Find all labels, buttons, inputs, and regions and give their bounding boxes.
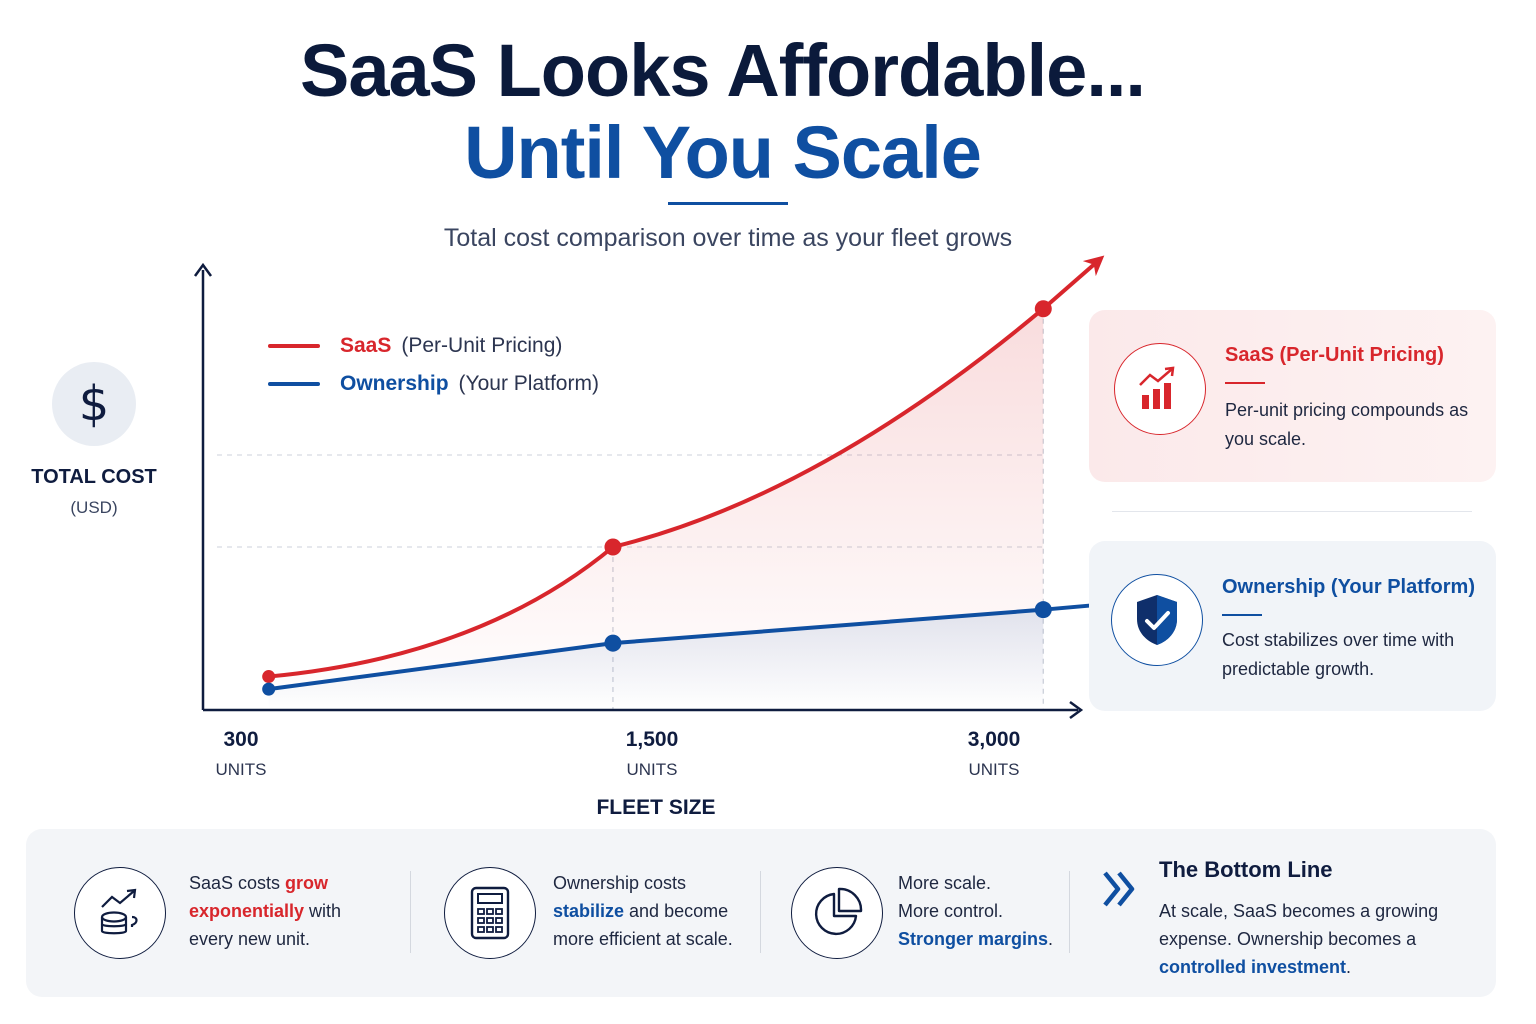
ownership-area <box>268 609 1044 710</box>
y-axis-label: TOTAL COST <box>31 466 157 488</box>
legend-saas-desc: (Per-Unit Pricing) <box>401 334 563 357</box>
card-divider <box>1112 511 1472 512</box>
bottom-item-2-highlight: stabilize <box>553 901 625 921</box>
x-tick-300: 300 UNITS <box>181 728 301 780</box>
bar-chart-up-icon <box>1114 343 1206 435</box>
saas-point <box>604 538 622 556</box>
x-tick-unit: UNITS <box>215 760 267 779</box>
saas-card-body: Per-unit pricing compounds as you scale. <box>1225 400 1469 449</box>
bottom-item-1: SaaS costs grow exponentially with every… <box>189 869 389 953</box>
title-underline <box>668 202 788 205</box>
pie-chart-icon <box>791 867 883 959</box>
bottom-item-1-pre: SaaS costs <box>189 873 286 893</box>
ownership-point <box>604 634 622 652</box>
legend-ownership: Ownership (Your Platform) <box>268 372 599 396</box>
y-axis-unit: (USD) <box>70 498 118 517</box>
bottom-item-1-post: with every new unit. <box>189 901 342 949</box>
legend-saas-swatch <box>268 344 320 348</box>
saas-card-rule <box>1225 382 1265 384</box>
x-tick-1500: 1,500 UNITS <box>592 728 712 780</box>
bottom-separator <box>1069 871 1070 953</box>
bottom-separator <box>410 871 411 953</box>
bottom-item-3-line1: More scale. <box>898 873 992 893</box>
saas-point <box>1034 300 1052 318</box>
ownership-card-rule <box>1222 614 1262 616</box>
bottom-line-title: The Bottom Line <box>1159 857 1333 882</box>
axes-layer <box>193 262 1084 720</box>
page-title-line2: Until You Scale <box>464 111 982 194</box>
ownership-point <box>1034 601 1052 619</box>
bottom-line-highlight: controlled investment <box>1159 957 1347 977</box>
bottom-item-2: Ownership costs stabilize and become mor… <box>553 869 753 953</box>
bottom-line-post: . <box>1346 957 1352 977</box>
x-tick-unit: UNITS <box>968 760 1020 779</box>
dollar-glyph: $ <box>78 376 110 432</box>
page-title-line1: SaaS Looks Affordable... <box>300 29 1146 112</box>
dollar-icon: $ <box>52 362 136 446</box>
legend-ownership-name: Ownership <box>340 372 449 395</box>
saas-area <box>268 308 1044 710</box>
bottom-item-3-line2: More control. <box>898 901 1004 921</box>
saas-card: SaaS (Per-Unit Pricing) Per-unit pricing… <box>1089 310 1496 482</box>
bottom-line-pre: At scale, SaaS becomes a growing expense… <box>1159 901 1439 949</box>
bottom-item-2-post: and become more efficient at scale. <box>553 901 733 949</box>
bottom-item-1-highlight: grow exponentially <box>189 873 329 921</box>
bottom-summary-panel: SaaS costs grow exponentially with every… <box>26 829 1496 997</box>
page-subtitle: Total cost comparison over time as your … <box>443 224 1013 252</box>
coins-trend-icon <box>74 867 166 959</box>
area-layer <box>268 308 1044 710</box>
saas-line <box>266 306 1046 679</box>
x-tick-unit: UNITS <box>626 760 678 779</box>
y-axis-arrow <box>193 262 213 277</box>
bottom-separator <box>760 871 761 953</box>
legend-ownership-desc: (Your Platform) <box>458 372 599 395</box>
x-tick-value: 1,500 <box>625 728 679 751</box>
shield-check-icon <box>1111 574 1203 666</box>
ownership-card-title: Ownership (Your Platform) <box>1222 576 1475 598</box>
ownership-card-body: Cost stabilizes over time with predictab… <box>1222 630 1455 679</box>
bottom-item-2-pre: Ownership costs <box>553 873 687 893</box>
saas-point <box>262 670 276 684</box>
x-tick-value: 3,000 <box>967 728 1021 751</box>
ownership-card: Ownership (Your Platform) Cost stabilize… <box>1089 541 1496 711</box>
x-tick-3000: 3,000 UNITS <box>934 728 1054 780</box>
x-axis-arrow <box>1069 700 1084 720</box>
x-axis-title: FLEET SIZE <box>596 796 716 819</box>
series-layer <box>262 255 1120 696</box>
ownership-point <box>262 682 276 696</box>
bottom-line-body: At scale, SaaS becomes a growing expense… <box>1159 897 1489 981</box>
x-tick-value: 300 <box>223 728 259 751</box>
double-chevron-icon <box>1100 867 1140 916</box>
bottom-item-3-post: . <box>1048 929 1054 949</box>
saas-card-title: SaaS (Per-Unit Pricing) <box>1225 344 1444 366</box>
saas-trend-arrow <box>1041 255 1105 311</box>
bottom-item-3: More scale. More control. Stronger margi… <box>898 869 1088 953</box>
legend-saas: SaaS (Per-Unit Pricing) <box>268 334 562 358</box>
legend-ownership-swatch <box>268 382 320 386</box>
bottom-item-3-highlight: Stronger margins <box>898 929 1049 949</box>
legend-saas-name: SaaS <box>340 334 392 357</box>
calculator-icon <box>444 867 536 959</box>
